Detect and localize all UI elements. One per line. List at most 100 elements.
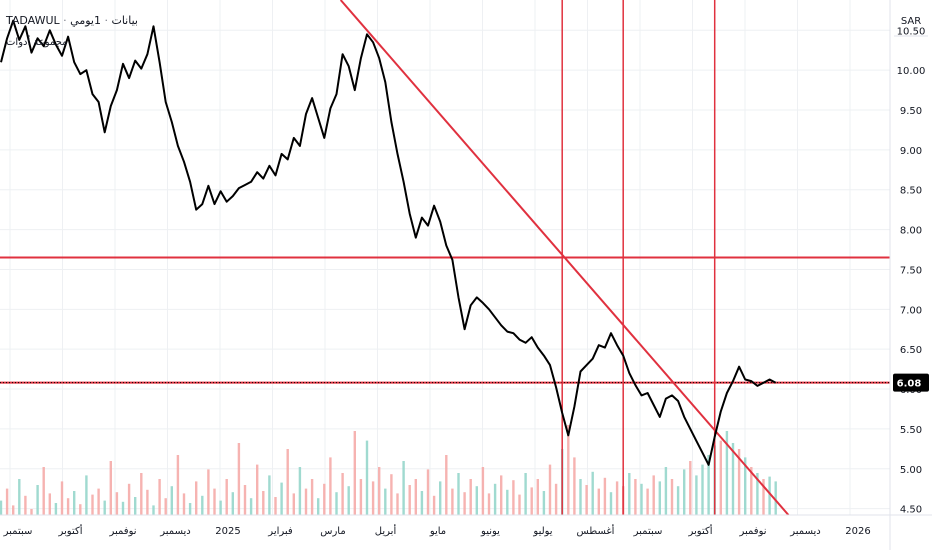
volume-bar — [634, 479, 637, 515]
volume-bar — [274, 497, 277, 515]
volume-bar — [396, 493, 399, 515]
volume-bar — [585, 485, 588, 515]
volume-bar — [66, 498, 70, 515]
volume-bar — [591, 471, 594, 515]
header-separator: · — [104, 14, 108, 27]
volume-bar — [676, 486, 680, 515]
y-tick-label: 4.50 — [900, 505, 922, 516]
volume-bar — [554, 483, 558, 515]
volume-bar — [146, 489, 149, 515]
volume-bar — [762, 479, 765, 515]
volume-bar — [219, 500, 222, 515]
last-price-badge — [893, 373, 929, 392]
y-tick-label: 10.00 — [897, 66, 926, 77]
volume-bar — [402, 461, 405, 515]
volume-bar — [176, 455, 180, 515]
volume-bar — [744, 457, 747, 515]
x-tick-label: فبراير — [267, 526, 293, 537]
volume-bar — [121, 501, 125, 515]
x-tick-label: ديسمبر — [789, 526, 820, 537]
volume-bar — [506, 489, 509, 515]
volume-bar — [103, 500, 106, 515]
volume-bar — [463, 492, 466, 515]
volume-bar — [628, 473, 631, 515]
volume-bar — [170, 486, 173, 515]
volume-bar — [298, 467, 302, 515]
volume-bar — [42, 467, 45, 515]
volume-bar — [536, 479, 539, 515]
volume-bar — [530, 487, 533, 515]
volume-bar — [182, 493, 186, 515]
volume-bar — [256, 464, 259, 515]
y-tick-label: 8.50 — [900, 186, 922, 197]
y-tick-label: 5.00 — [900, 465, 922, 476]
y-tick-label: 7.50 — [900, 265, 922, 276]
volume-bar — [60, 481, 64, 515]
volume-bar — [341, 473, 344, 515]
header-separator: · — [63, 14, 67, 27]
x-tick-label: 2026 — [845, 526, 870, 537]
volume-bar — [249, 498, 253, 515]
y-tick-label: 6.50 — [900, 345, 922, 356]
downtrend-line — [339, 0, 790, 516]
volume-bar — [695, 475, 698, 515]
volume-bar — [140, 473, 143, 515]
volume-bar — [335, 492, 338, 515]
volume-bar — [384, 488, 387, 515]
x-tick-label: سبتمبر — [633, 526, 663, 537]
y-tick-label: 9.50 — [900, 106, 922, 117]
price-series — [0, 19, 777, 466]
volume-bar — [317, 498, 320, 515]
symbol-header[interactable]: TADAWUL · بيانات · 1يومي — [6, 14, 138, 27]
volume-bar — [280, 482, 283, 515]
volume-bar — [439, 481, 442, 515]
volume-bar — [97, 488, 100, 515]
volume-bar — [91, 494, 94, 515]
volume-bar — [243, 485, 247, 515]
volume-bar — [0, 500, 3, 515]
volume-bar — [73, 491, 76, 515]
volume-bar — [420, 491, 424, 515]
volume-bar — [134, 497, 137, 515]
volume-bar — [469, 479, 472, 515]
volume-bar — [451, 488, 454, 515]
volume-bar — [768, 476, 771, 515]
y-tick-label: 9.00 — [900, 146, 922, 157]
volume-bar — [542, 491, 546, 515]
volume-bar — [158, 479, 161, 515]
volume-bar — [414, 479, 417, 515]
volume-bar — [286, 449, 289, 515]
volume-bar — [152, 505, 155, 515]
volume-bar — [353, 431, 356, 515]
volume-bar — [127, 483, 131, 515]
chart-style-label: بيانات — [111, 14, 138, 27]
volume-bar — [432, 495, 436, 515]
drawing-layer[interactable] — [0, 0, 890, 516]
volume-bar — [597, 488, 600, 515]
volume-bar — [225, 479, 228, 515]
x-tick-label: مايو — [429, 526, 446, 537]
y-tick-label: 10.50 — [897, 26, 926, 37]
indicator-group-label[interactable]: مجموعة أدوات — [6, 37, 68, 48]
volume-bar — [262, 491, 265, 515]
x-tick-label: أبريل — [375, 524, 397, 537]
volume-bar — [445, 455, 448, 515]
x-tick-label: ديسمبر — [159, 526, 190, 537]
x-tick-label: يونيو — [480, 526, 500, 537]
volume-bar — [18, 479, 21, 515]
volume-bar — [79, 504, 82, 515]
x-tick-label: مارس — [320, 526, 345, 537]
volume-bar — [268, 475, 271, 515]
y-tick-label: 5.50 — [900, 425, 922, 436]
volume-bar — [164, 498, 167, 515]
volume-bar — [707, 455, 710, 515]
volume-bar — [548, 464, 552, 515]
volume-bar — [359, 479, 363, 515]
volume-bar — [457, 473, 460, 515]
x-tick-label: سبتمبر — [3, 526, 33, 537]
volume-bar — [725, 431, 729, 515]
volume-bar — [365, 440, 369, 515]
volume-bar — [310, 479, 314, 515]
volume-bar — [475, 486, 478, 515]
